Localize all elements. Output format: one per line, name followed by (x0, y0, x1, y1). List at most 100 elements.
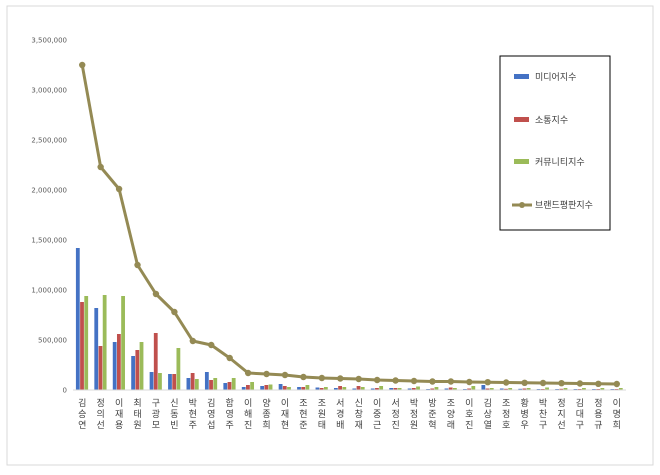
bar (582, 388, 586, 390)
line-point (466, 378, 473, 386)
line-point (97, 163, 104, 171)
bar (323, 387, 328, 390)
bar (545, 387, 549, 390)
bar (264, 385, 269, 390)
line-series (79, 61, 620, 388)
y-tick-label: 500,000 (38, 337, 67, 345)
bar (319, 388, 324, 390)
legend-label: 커뮤니티지수 (535, 157, 585, 168)
y-axis: 0 500,000 1,000,000 1,500,000 2,000,000 2,500… (31, 37, 67, 395)
bar (268, 384, 273, 390)
bar (204, 372, 209, 390)
bar (168, 374, 172, 390)
y-tick-label: 0 (63, 387, 67, 395)
y-tick-label: 3,000,000 (31, 87, 67, 95)
bar (360, 387, 365, 390)
y-tick-label: 3,500,000 (31, 37, 67, 45)
bar (411, 388, 416, 390)
line-point (79, 61, 86, 69)
bar (231, 378, 236, 390)
bar (467, 388, 472, 390)
bar (223, 383, 228, 390)
bar (158, 373, 162, 390)
bar (102, 295, 107, 390)
bar (241, 387, 246, 390)
bar (508, 388, 513, 390)
bar (121, 296, 125, 390)
legend-box (499, 55, 611, 231)
bar (338, 386, 342, 390)
line-point (244, 369, 252, 377)
line-point (115, 185, 123, 193)
line-point (576, 380, 584, 387)
bar (190, 373, 195, 390)
legend-swatch (514, 74, 529, 79)
bar (504, 388, 508, 390)
bar (559, 388, 564, 390)
bar (471, 386, 476, 390)
bar (305, 385, 310, 390)
line-point (134, 261, 141, 269)
bar (116, 334, 121, 390)
bar (518, 388, 523, 390)
bar (149, 372, 154, 390)
line-point (447, 378, 455, 385)
bar (499, 388, 504, 390)
legend-line-marker (519, 202, 525, 208)
bar (75, 248, 80, 390)
line-point (152, 290, 160, 298)
legend-label: 소통지수 (535, 115, 568, 126)
bar (379, 386, 384, 390)
y-tick-label: 1,500,000 (31, 237, 67, 245)
bar (352, 388, 357, 390)
line-point (263, 370, 270, 378)
line-point (558, 380, 565, 387)
bar (485, 388, 490, 390)
line-point (189, 337, 197, 345)
line-point (373, 376, 381, 384)
bar (194, 379, 199, 390)
line-point (410, 377, 418, 385)
bar (489, 388, 494, 390)
y-tick-label: 2,000,000 (31, 187, 67, 195)
bar (227, 382, 232, 390)
legend-label: 미디어지수 (535, 72, 576, 83)
line-point (392, 377, 399, 384)
bar (135, 350, 140, 390)
bar (448, 387, 453, 390)
line-point (355, 375, 362, 383)
line-point (521, 379, 528, 386)
line-point (484, 379, 491, 386)
line-point (613, 380, 620, 388)
bar (522, 388, 527, 390)
bar (250, 382, 255, 390)
y-tick-label: 1,000,000 (31, 287, 67, 295)
legend-label: 브랜드평판지수 (535, 200, 593, 211)
line-point (171, 308, 178, 316)
bar (186, 378, 191, 390)
bar (389, 388, 394, 390)
bar (356, 386, 361, 390)
bar (172, 374, 177, 390)
bar (209, 380, 213, 390)
bar (301, 387, 306, 390)
bar (370, 388, 375, 390)
bar (260, 386, 265, 390)
